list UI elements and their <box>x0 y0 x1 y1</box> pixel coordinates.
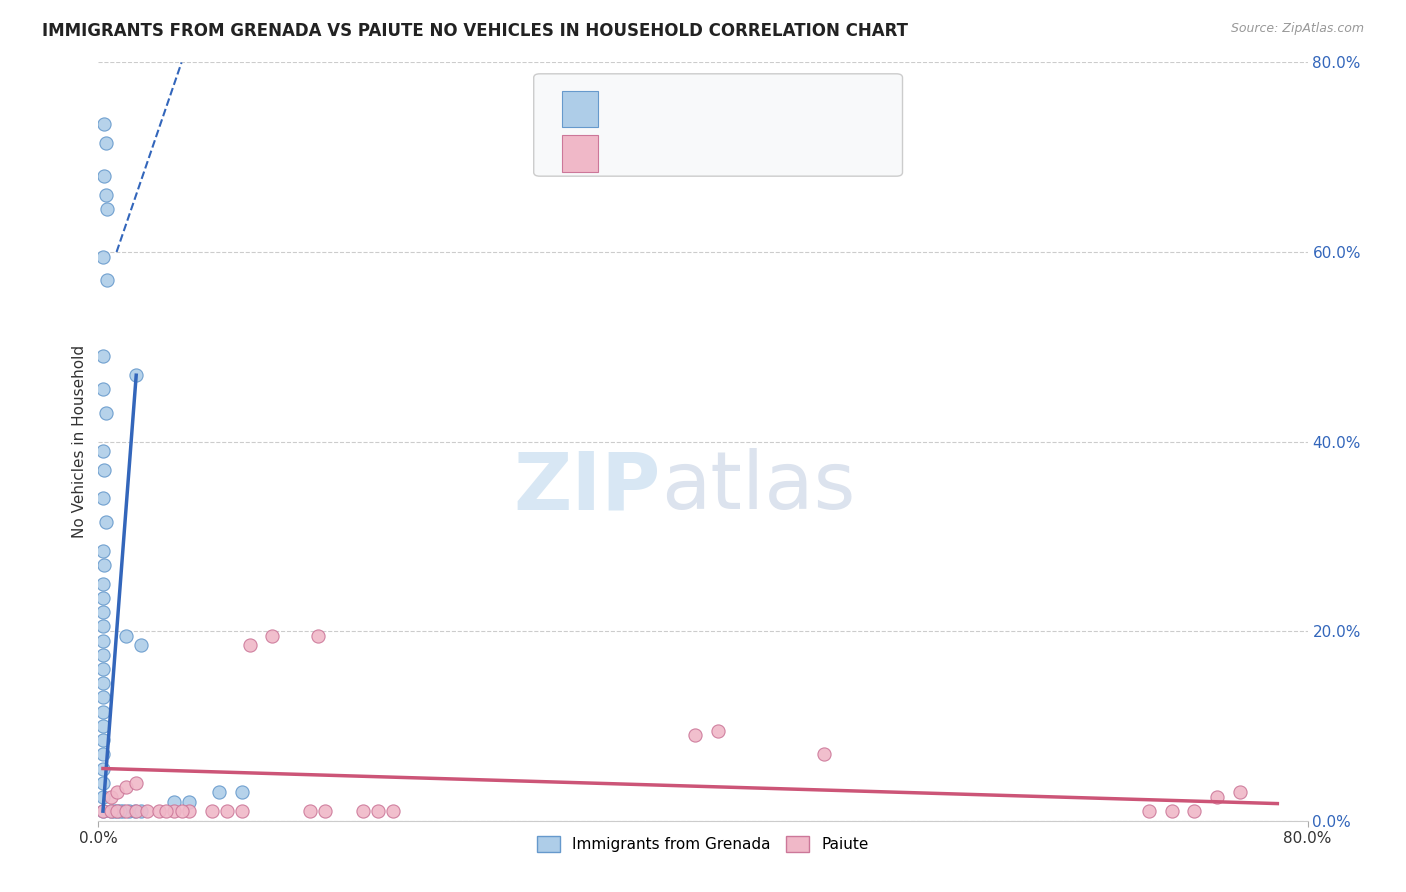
Point <box>94 515 117 529</box>
Point <box>262 629 284 643</box>
Point <box>125 776 148 790</box>
Text: ZIP: ZIP <box>513 448 661 526</box>
Point <box>201 804 224 818</box>
Point <box>91 648 114 662</box>
Point <box>118 804 141 818</box>
Point <box>685 728 707 742</box>
Point <box>91 662 114 676</box>
Text: R =: R = <box>610 99 652 119</box>
Point <box>163 795 186 809</box>
Point <box>111 804 134 818</box>
Text: N =: N = <box>740 99 783 119</box>
Point <box>91 804 114 818</box>
Point <box>307 629 329 643</box>
Point <box>231 785 253 799</box>
Point <box>93 117 115 131</box>
Point <box>100 804 122 818</box>
Point <box>93 463 115 477</box>
FancyBboxPatch shape <box>561 91 598 127</box>
Point <box>1137 804 1160 818</box>
Point <box>114 629 136 643</box>
Point <box>91 250 114 264</box>
Point <box>91 719 114 733</box>
Point <box>94 188 117 202</box>
Text: IMMIGRANTS FROM GRENADA VS PAIUTE NO VEHICLES IN HOUSEHOLD CORRELATION CHART: IMMIGRANTS FROM GRENADA VS PAIUTE NO VEH… <box>42 22 908 40</box>
Text: atlas: atlas <box>661 448 855 526</box>
Point <box>125 368 148 383</box>
Text: 54: 54 <box>782 99 807 119</box>
Point <box>105 804 128 818</box>
Point <box>100 789 122 804</box>
Point <box>114 780 136 795</box>
Point <box>125 804 148 818</box>
Point <box>1206 789 1229 804</box>
Point <box>179 804 201 818</box>
Point <box>94 136 117 150</box>
Point <box>129 638 152 652</box>
Point <box>299 804 322 818</box>
Point <box>91 747 114 762</box>
Point <box>91 444 114 458</box>
Point <box>96 273 118 287</box>
FancyBboxPatch shape <box>561 136 598 171</box>
Y-axis label: No Vehicles in Household: No Vehicles in Household <box>72 345 87 538</box>
Point <box>105 804 128 818</box>
Point <box>91 383 114 397</box>
Point <box>707 723 730 738</box>
Point <box>114 804 136 818</box>
Legend: Immigrants from Grenada, Paiute: Immigrants from Grenada, Paiute <box>531 830 875 858</box>
Text: Source: ZipAtlas.com: Source: ZipAtlas.com <box>1230 22 1364 36</box>
Point <box>170 804 193 818</box>
Point <box>91 804 114 818</box>
Point <box>91 619 114 633</box>
Point <box>91 676 114 690</box>
Point <box>91 633 114 648</box>
Point <box>179 795 201 809</box>
Text: R =: R = <box>610 144 652 163</box>
Text: 34: 34 <box>782 144 807 163</box>
Point <box>91 705 114 719</box>
Point <box>215 804 238 818</box>
Point <box>1160 804 1182 818</box>
Point <box>91 789 114 804</box>
Point <box>93 169 115 184</box>
Point <box>124 804 146 818</box>
Point <box>100 804 122 818</box>
Point <box>367 804 389 818</box>
Point <box>129 804 152 818</box>
Point <box>135 804 157 818</box>
Point <box>208 785 231 799</box>
Point <box>91 576 114 591</box>
Point <box>1182 804 1205 818</box>
Text: 0.360: 0.360 <box>655 99 710 119</box>
Point <box>813 747 835 762</box>
Point <box>93 558 115 572</box>
Point <box>91 762 114 776</box>
Point <box>94 406 117 420</box>
Point <box>103 804 125 818</box>
Point <box>91 690 114 705</box>
Text: N =: N = <box>740 144 783 163</box>
Point <box>91 591 114 605</box>
Point <box>231 804 253 818</box>
Point <box>314 804 336 818</box>
FancyBboxPatch shape <box>534 74 903 177</box>
Point <box>108 804 131 818</box>
Point <box>91 543 114 558</box>
Point <box>1229 785 1251 799</box>
Point <box>91 491 114 506</box>
Point <box>163 804 186 818</box>
Point <box>352 804 374 818</box>
Point <box>155 804 177 818</box>
Point <box>382 804 405 818</box>
Point <box>91 349 114 363</box>
Point <box>91 733 114 747</box>
Point <box>91 776 114 790</box>
Point <box>239 638 262 652</box>
Text: -0.187: -0.187 <box>655 144 717 163</box>
Point <box>148 804 170 818</box>
Point <box>105 785 128 799</box>
Point <box>96 202 118 217</box>
Point <box>91 605 114 619</box>
